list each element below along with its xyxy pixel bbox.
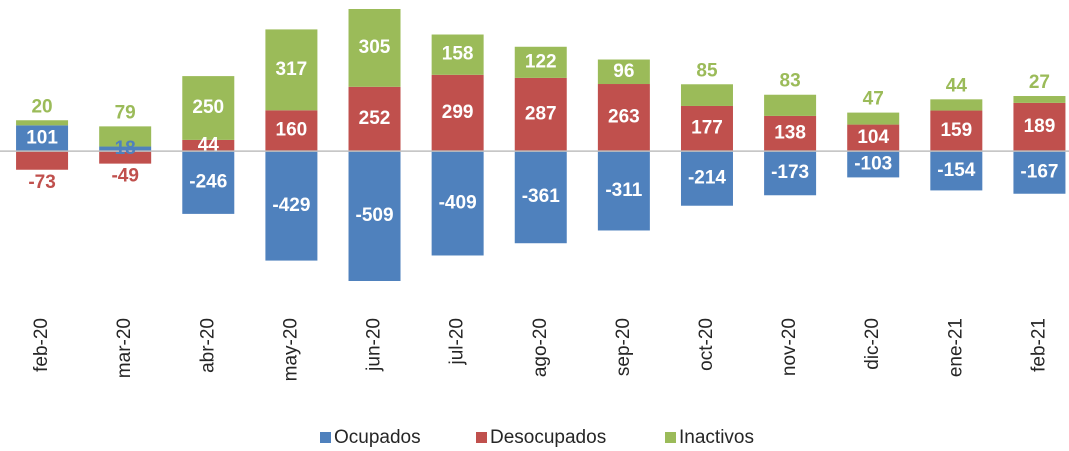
value-label: -103 bbox=[854, 153, 892, 174]
bar-segment bbox=[265, 110, 318, 152]
value-label: -214 bbox=[688, 167, 726, 188]
legend-swatch bbox=[665, 432, 676, 443]
bar-segment bbox=[930, 99, 983, 111]
legend-label: Desocupados bbox=[490, 427, 606, 448]
bar-segment bbox=[764, 115, 817, 152]
legend-swatch bbox=[476, 432, 487, 443]
bar-segment bbox=[764, 94, 817, 116]
value-label: 252 bbox=[359, 108, 391, 129]
value-label: -509 bbox=[356, 205, 394, 226]
value-label: 20 bbox=[31, 96, 52, 117]
bar-segment bbox=[597, 59, 650, 85]
bar-segment bbox=[930, 110, 983, 152]
value-label: 160 bbox=[276, 120, 308, 141]
value-label: -73 bbox=[28, 172, 55, 193]
value-label: 177 bbox=[691, 118, 723, 139]
value-label: 96 bbox=[613, 61, 634, 82]
x-tick-label: oct-20 bbox=[696, 318, 717, 371]
x-tick-label: may-20 bbox=[280, 318, 301, 381]
bar-segment bbox=[431, 34, 484, 75]
value-label: -429 bbox=[272, 195, 310, 216]
legend-label: Ocupados bbox=[334, 427, 421, 448]
value-label: 305 bbox=[359, 37, 391, 58]
bar-segment bbox=[847, 151, 900, 178]
value-label: 79 bbox=[115, 102, 136, 123]
bar-segment bbox=[99, 126, 152, 147]
value-label: -311 bbox=[605, 180, 642, 201]
bar-segment bbox=[16, 120, 69, 126]
bar-segment bbox=[99, 146, 152, 152]
x-tick-label: jul-20 bbox=[447, 318, 468, 365]
value-label: 101 bbox=[26, 127, 58, 148]
value-label: 158 bbox=[442, 44, 474, 65]
value-label: 44 bbox=[198, 135, 220, 156]
value-label: 27 bbox=[1029, 72, 1050, 93]
value-label: 299 bbox=[442, 102, 474, 123]
value-label: 85 bbox=[696, 60, 718, 81]
bar-segment bbox=[597, 151, 650, 231]
bar-segment bbox=[847, 112, 900, 125]
value-label: 159 bbox=[940, 120, 972, 141]
x-tick-label: ago-20 bbox=[530, 318, 551, 377]
bar-segment bbox=[182, 76, 235, 140]
value-label: 47 bbox=[863, 89, 884, 110]
bar-segment bbox=[1013, 96, 1066, 103]
bar-segment bbox=[680, 151, 733, 206]
bar-segment bbox=[597, 84, 650, 152]
value-label: 122 bbox=[525, 51, 557, 72]
value-label: -246 bbox=[189, 172, 227, 193]
value-label: -173 bbox=[771, 162, 809, 183]
value-label: 317 bbox=[276, 59, 308, 80]
value-label: -167 bbox=[1020, 161, 1058, 182]
value-label: 250 bbox=[192, 97, 224, 118]
bar-segment bbox=[680, 105, 733, 152]
legend-label: Inactivos bbox=[679, 427, 754, 448]
value-label: -154 bbox=[937, 160, 975, 181]
value-label: 44 bbox=[946, 75, 968, 96]
value-label: -361 bbox=[522, 186, 560, 207]
bar-segment bbox=[680, 84, 733, 106]
value-label: 263 bbox=[608, 107, 640, 128]
x-tick-label: feb-21 bbox=[1028, 318, 1049, 372]
bar-segment bbox=[265, 29, 318, 111]
value-label: 189 bbox=[1024, 116, 1056, 137]
bar-segment bbox=[847, 124, 900, 152]
x-tick-label: feb-20 bbox=[31, 318, 52, 372]
x-tick-label: abr-20 bbox=[197, 318, 218, 373]
x-tick-label: ene-21 bbox=[945, 318, 966, 377]
bar-segment bbox=[514, 77, 567, 152]
bar-segment bbox=[182, 151, 235, 214]
bar-segment bbox=[431, 74, 484, 152]
x-tick-label: jun-20 bbox=[364, 318, 385, 372]
bar-segment bbox=[930, 151, 983, 191]
bar-segment bbox=[182, 139, 235, 152]
value-label: 287 bbox=[525, 104, 557, 125]
bar-segment bbox=[764, 151, 817, 196]
bar-segment bbox=[348, 151, 401, 281]
bar-segment bbox=[1013, 102, 1066, 152]
x-tick-label: mar-20 bbox=[114, 318, 135, 378]
bar-segment bbox=[348, 86, 401, 152]
bar-segment bbox=[431, 151, 484, 256]
x-tick-label: nov-20 bbox=[779, 318, 800, 376]
value-label: 104 bbox=[857, 127, 889, 148]
x-tick-label: sep-20 bbox=[613, 318, 634, 376]
bar-segment bbox=[99, 151, 152, 164]
legend-swatch bbox=[320, 432, 331, 443]
bar-segment bbox=[514, 46, 567, 78]
value-label: 138 bbox=[774, 123, 806, 144]
bar-segment bbox=[265, 151, 318, 261]
bar-segment bbox=[348, 9, 401, 87]
bar-segment bbox=[514, 151, 567, 244]
bar-segment bbox=[16, 151, 69, 170]
value-label: -49 bbox=[111, 166, 138, 187]
bar-segment bbox=[1013, 151, 1066, 194]
x-tick-label: dic-20 bbox=[862, 318, 883, 370]
value-label: 18 bbox=[115, 138, 136, 159]
bar-segment bbox=[16, 125, 69, 152]
value-label: -409 bbox=[439, 192, 477, 213]
value-label: 83 bbox=[780, 71, 801, 92]
